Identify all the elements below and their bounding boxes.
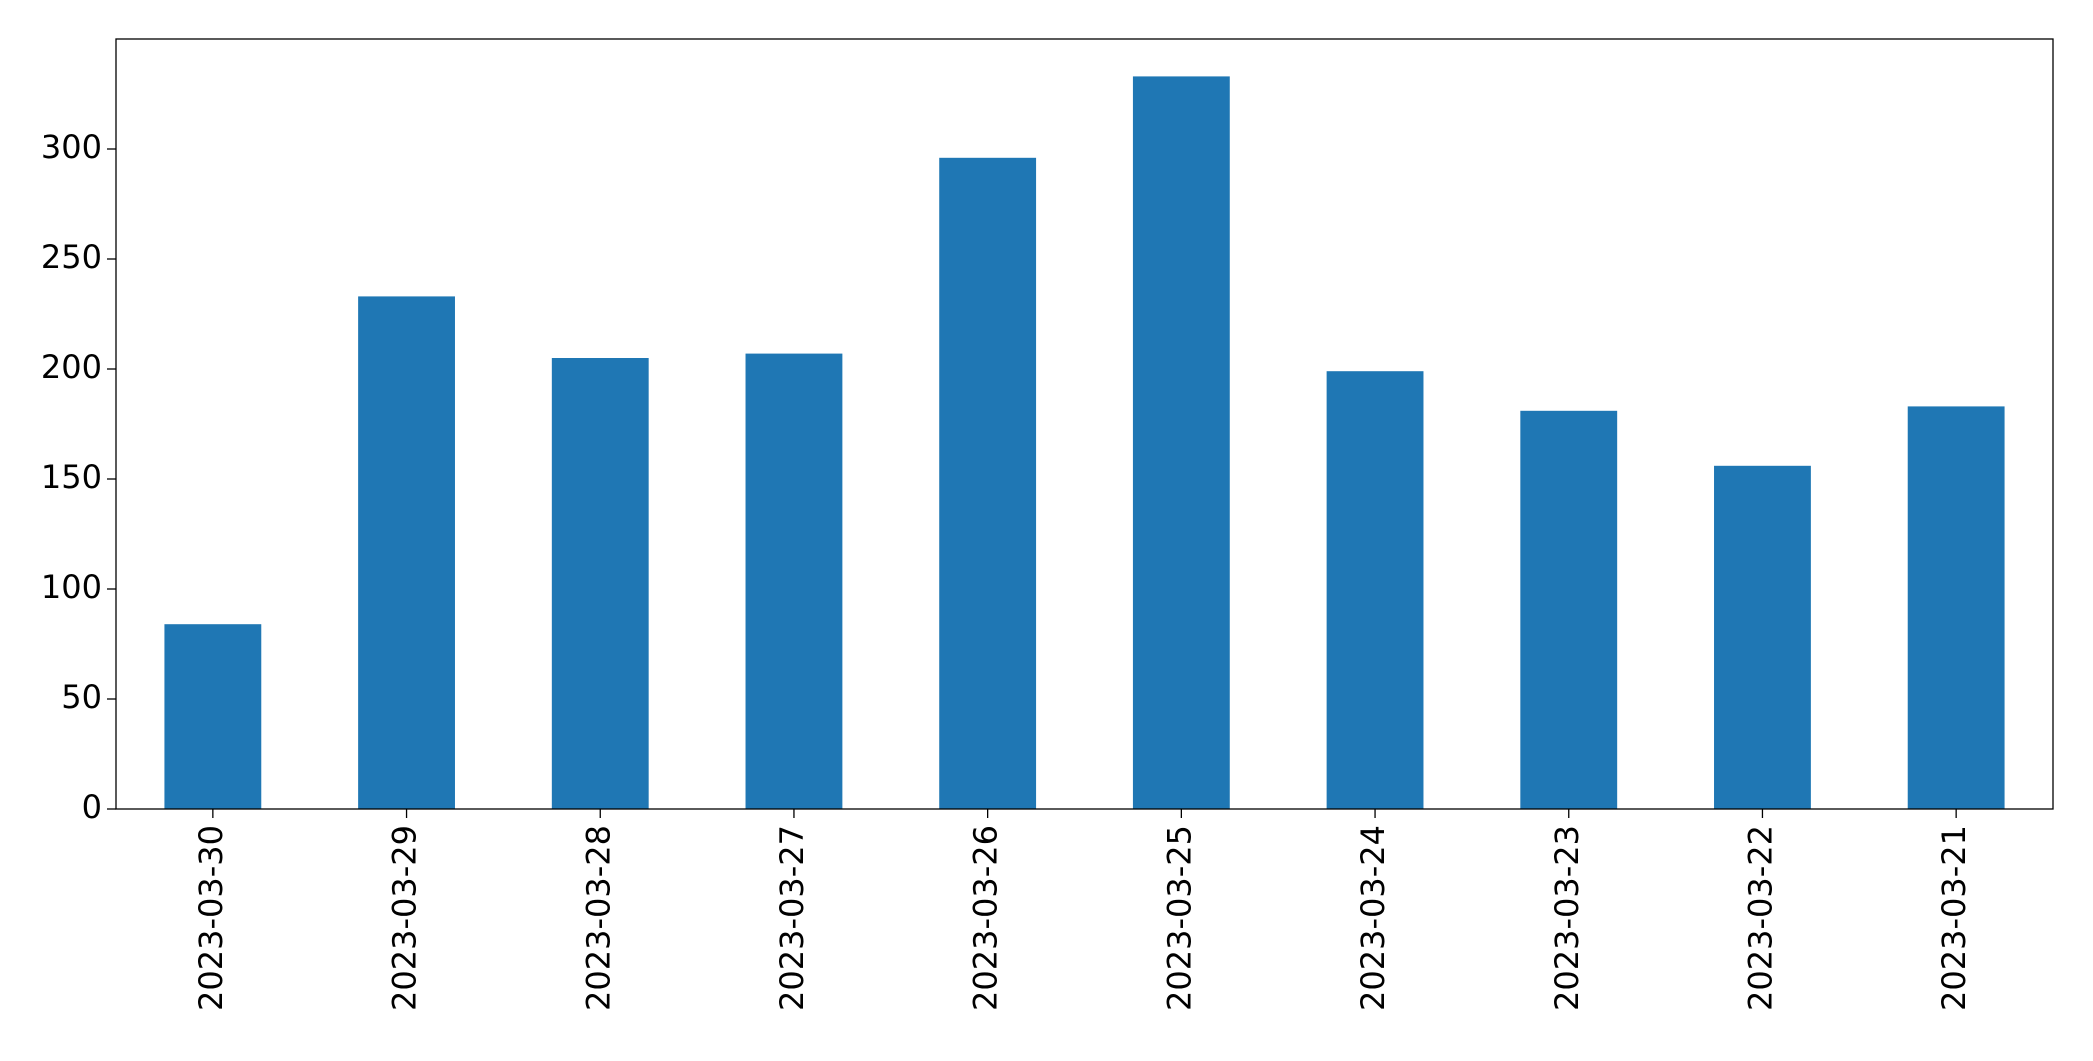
x-tick-label: 2023-03-26 bbox=[967, 825, 1005, 1011]
x-tick-label: 2023-03-30 bbox=[192, 825, 230, 1011]
x-tick-label: 2023-03-27 bbox=[773, 825, 811, 1011]
x-tick-label: 2023-03-22 bbox=[1741, 825, 1779, 1011]
bar bbox=[164, 624, 262, 809]
x-tick-label: 2023-03-28 bbox=[579, 825, 617, 1011]
bar bbox=[1326, 371, 1424, 809]
bar bbox=[551, 358, 649, 809]
y-tick-label: 300 bbox=[41, 128, 102, 166]
x-tick-label: 2023-03-23 bbox=[1548, 825, 1586, 1011]
bar bbox=[1132, 76, 1230, 809]
y-tick-label: 100 bbox=[41, 568, 102, 606]
y-tick-label: 150 bbox=[41, 458, 102, 496]
x-tick-label: 2023-03-21 bbox=[1935, 825, 1973, 1011]
bar bbox=[1520, 410, 1618, 809]
bar bbox=[1907, 406, 2005, 809]
bar bbox=[358, 296, 455, 809]
x-tick-label: 2023-03-25 bbox=[1160, 825, 1198, 1011]
x-tick-label: 2023-03-29 bbox=[386, 825, 424, 1011]
y-tick-label: 250 bbox=[41, 238, 102, 276]
x-tick-label: 2023-03-24 bbox=[1354, 825, 1392, 1011]
bar bbox=[939, 157, 1037, 810]
y-tick-label: 50 bbox=[61, 678, 102, 716]
plot-frame bbox=[115, 38, 2054, 810]
y-tick-label: 200 bbox=[41, 348, 102, 386]
y-tick-label: 0 bbox=[82, 788, 102, 826]
bar bbox=[745, 353, 843, 809]
bar bbox=[1714, 465, 1811, 809]
